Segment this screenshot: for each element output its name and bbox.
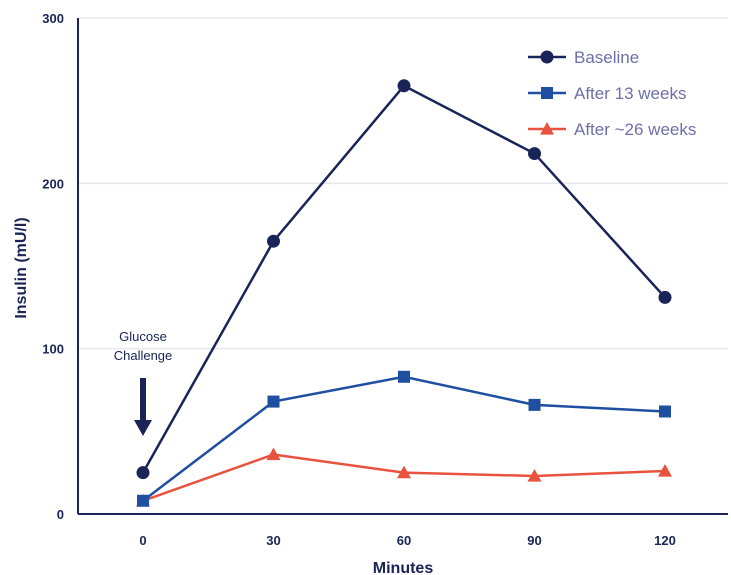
data-point-square <box>541 87 553 99</box>
annotation-line-1: Glucose <box>119 329 167 344</box>
x-tick-label: 120 <box>654 533 676 548</box>
y-tick-label: 300 <box>42 11 64 26</box>
data-point-circle <box>267 234 280 248</box>
data-point-circle <box>528 147 541 161</box>
series-0 <box>136 79 672 480</box>
legend-label: After ~26 weeks <box>574 120 696 139</box>
y-tick-labels: 0 100 200 300 <box>42 11 64 522</box>
y-tick-label: 200 <box>42 176 64 191</box>
x-axis-title: Minutes <box>373 560 434 575</box>
data-point-triangle <box>658 464 672 477</box>
down-arrow-icon <box>134 378 152 436</box>
y-axis-title: Insulin (mU/l) <box>13 217 30 318</box>
annotation-line-2: Challenge <box>114 348 173 363</box>
x-tick-labels: 0 30 60 90 120 <box>139 533 675 548</box>
data-point-circle <box>658 290 672 304</box>
data-point-square <box>528 398 541 411</box>
data-point-triangle <box>540 122 554 135</box>
legend: Baseline After 13 weeks After ~26 weeks <box>528 48 696 139</box>
data-point-square <box>137 494 149 507</box>
legend-entry: After ~26 weeks <box>528 120 696 139</box>
glucose-challenge-annotation: Glucose Challenge <box>114 329 173 436</box>
legend-label: After 13 weeks <box>574 84 686 103</box>
data-point-triangle <box>266 447 281 461</box>
data-point-circle <box>397 79 411 93</box>
data-point-circle <box>540 50 554 64</box>
series-2 <box>136 447 672 507</box>
grid-lines <box>78 17 728 350</box>
data-point-circle <box>136 466 150 480</box>
y-tick-label: 0 <box>57 507 64 522</box>
data-point-square <box>267 395 280 408</box>
legend-entry: After 13 weeks <box>528 84 686 103</box>
data-series <box>136 79 672 507</box>
data-point-square <box>398 370 410 383</box>
series-line <box>142 375 666 502</box>
series-line <box>141 84 666 474</box>
data-point-triangle <box>527 468 542 482</box>
data-point-square <box>659 405 671 418</box>
x-tick-label: 30 <box>266 533 280 548</box>
y-tick-label: 100 <box>42 342 64 357</box>
x-tick-label: 90 <box>527 533 541 548</box>
legend-label: Baseline <box>574 48 639 67</box>
x-tick-label: 60 <box>397 533 411 548</box>
axes <box>77 18 728 515</box>
legend-entry: Baseline <box>528 48 639 67</box>
data-point-triangle <box>397 465 411 479</box>
x-tick-label: 0 <box>139 533 146 548</box>
series-1 <box>137 370 671 507</box>
